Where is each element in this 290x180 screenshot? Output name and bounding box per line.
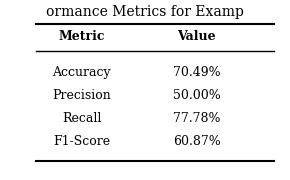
Text: Recall: Recall xyxy=(62,112,102,125)
Text: Metric: Metric xyxy=(59,30,105,43)
Text: 60.87%: 60.87% xyxy=(173,135,221,148)
Text: ormance Metrics for Examp: ormance Metrics for Examp xyxy=(46,5,244,19)
Text: 70.49%: 70.49% xyxy=(173,66,220,79)
Text: Precision: Precision xyxy=(52,89,111,102)
Text: 77.78%: 77.78% xyxy=(173,112,220,125)
Text: 50.00%: 50.00% xyxy=(173,89,221,102)
Text: Accuracy: Accuracy xyxy=(52,66,111,79)
Text: F1-Score: F1-Score xyxy=(53,135,110,148)
Text: Value: Value xyxy=(177,30,216,43)
